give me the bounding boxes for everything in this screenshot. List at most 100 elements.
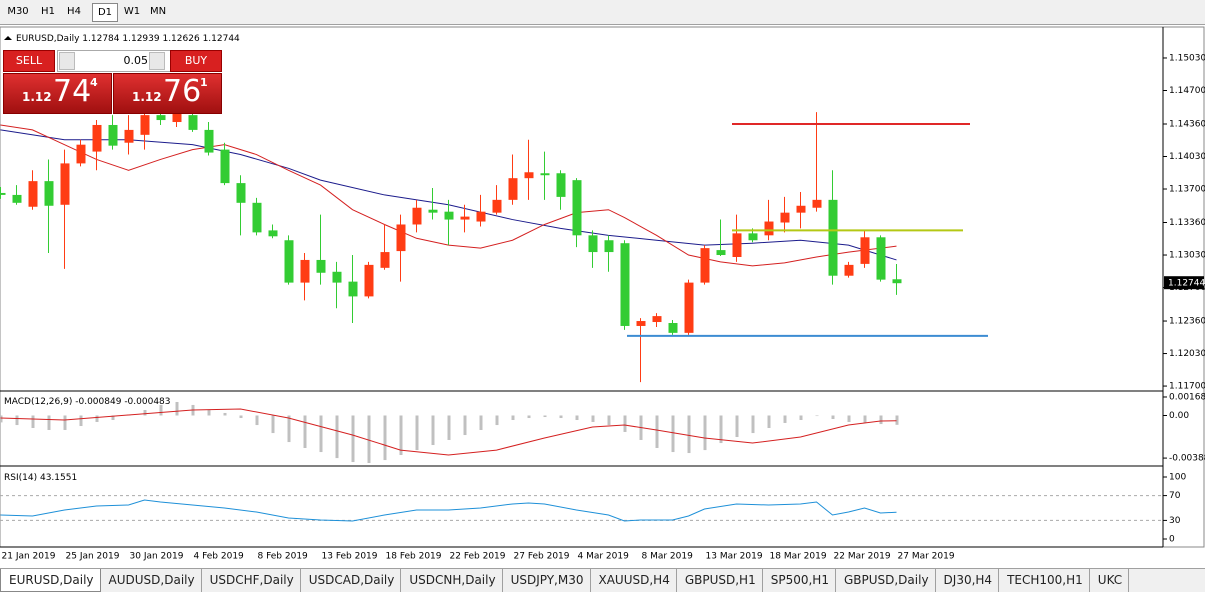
timeframe-button[interactable]: H1 <box>41 6 55 17</box>
y-tick-label: 1.13360 <box>1169 218 1205 228</box>
candle-body <box>460 216 470 220</box>
x-tick-label: 13 Feb 2019 <box>322 552 378 562</box>
candle-body <box>524 172 534 179</box>
timeframe-button[interactable]: D1 <box>92 3 118 22</box>
candle-body <box>140 115 150 135</box>
rsi-line <box>0 499 897 522</box>
macd-bar <box>527 415 531 419</box>
macd-bar <box>575 415 579 420</box>
candle-body <box>700 248 710 283</box>
lot-value: 0.05 <box>123 54 149 67</box>
chart-tab[interactable]: USDJPY,M30 <box>503 569 591 592</box>
macd-bar <box>591 415 595 422</box>
candle-body <box>892 279 902 284</box>
candle-body <box>348 281 358 297</box>
macd-bar <box>79 415 83 427</box>
macd-bar <box>495 415 499 426</box>
y-tick-label: 100 <box>1169 473 1186 483</box>
chart-tab[interactable]: USDCNH,Daily <box>401 569 503 592</box>
y-tick-label: 0.00 <box>1169 411 1189 421</box>
chart-tab[interactable]: SP500,H1 <box>763 569 836 592</box>
x-tick-label: 21 Jan 2019 <box>2 552 56 562</box>
y-tick-label: 1.12030 <box>1169 349 1205 359</box>
collapse-icon[interactable] <box>4 36 12 40</box>
timeframe-button[interactable]: W1 <box>123 6 141 17</box>
candle-body <box>124 129 134 143</box>
chart-tab[interactable]: EURUSD,Daily <box>0 569 101 592</box>
macd-bar <box>207 410 211 416</box>
candle-body <box>12 194 22 203</box>
chart-tab[interactable]: UKC <box>1090 569 1130 592</box>
x-tick-label: 13 Mar 2019 <box>706 552 763 562</box>
macd-bar <box>671 415 675 453</box>
candle-body <box>28 181 38 207</box>
candle-body <box>60 163 70 205</box>
candle-body <box>860 237 870 264</box>
candle-body <box>252 202 262 233</box>
bid-point: 4 <box>90 76 98 89</box>
bid-price[interactable]: 1.12 74 4 <box>3 73 112 114</box>
ask-pips: 76 <box>163 74 202 109</box>
y-tick-label: 30 <box>1169 516 1181 526</box>
macd-bar <box>351 415 355 463</box>
chart-tab[interactable]: AUDUSD,Daily <box>101 569 202 592</box>
macd-bar <box>367 415 371 464</box>
timeframe-button[interactable]: M30 <box>7 6 29 17</box>
macd-title: MACD(12,26,9) -0.000849 -0.000483 <box>4 397 171 407</box>
y-tick-label: 1.15030 <box>1169 53 1205 63</box>
candle-body <box>444 211 454 220</box>
chart-tab[interactable]: TECH100,H1 <box>999 569 1090 592</box>
candle-body <box>572 180 582 236</box>
chart-tab[interactable]: USDCAD,Daily <box>301 569 402 592</box>
candle-body <box>716 250 726 256</box>
y-tick-label: 1.13030 <box>1169 251 1205 261</box>
macd-bar <box>847 415 851 422</box>
macd-bar <box>159 404 163 416</box>
macd-bar <box>687 415 691 454</box>
rsi-title: RSI(14) 43.1551 <box>4 473 77 483</box>
sell-button[interactable]: SELL <box>3 50 55 72</box>
chart-tab[interactable]: USDCHF,Daily <box>202 569 301 592</box>
macd-bar <box>447 415 451 440</box>
ask-big: 1.12 <box>132 90 162 104</box>
x-tick-label: 18 Feb 2019 <box>386 552 442 562</box>
lot-up[interactable] <box>149 52 165 70</box>
chart-tab[interactable]: GBPUSD,H1 <box>677 569 763 592</box>
candle-body <box>556 173 566 197</box>
chart-tab[interactable]: GBPUSD,Daily <box>836 569 936 592</box>
macd-bar <box>511 415 515 420</box>
chart-tab[interactable]: DJ30,H4 <box>936 569 1000 592</box>
macd-bar <box>623 415 627 432</box>
candle-body <box>156 115 166 121</box>
macd-bar <box>47 415 51 430</box>
macd-bar <box>415 415 419 451</box>
macd-bar <box>319 415 323 453</box>
trade-panel: SELL 0.05 BUY 1.12 74 4 1.12 76 1 <box>3 48 222 114</box>
macd-bar <box>431 415 435 446</box>
macd-bar <box>799 415 803 420</box>
ask-price[interactable]: 1.12 76 1 <box>113 73 222 114</box>
candle-body <box>684 282 694 333</box>
macd-bar <box>271 415 275 434</box>
y-tick-label: 70 <box>1169 491 1181 501</box>
lot-input[interactable]: 0.05 <box>57 50 171 72</box>
lot-down[interactable] <box>59 52 75 70</box>
candle-body <box>652 316 662 323</box>
macd-bar <box>863 415 867 423</box>
macd-bar <box>15 415 19 426</box>
chart-tab[interactable]: XAUUSD,H4 <box>591 569 677 592</box>
timeframe-button[interactable]: MN <box>149 6 167 17</box>
candle-body <box>0 192 6 195</box>
x-tick-label: 30 Jan 2019 <box>130 552 184 562</box>
timeframe-button[interactable]: H4 <box>67 6 81 17</box>
candle-body <box>108 124 118 146</box>
macd-bar <box>783 415 787 423</box>
x-tick-label: 22 Feb 2019 <box>450 552 506 562</box>
last-price-box <box>1164 276 1204 290</box>
candle-body <box>332 271 342 283</box>
buy-button[interactable]: BUY <box>170 50 222 72</box>
x-tick-label: 8 Feb 2019 <box>258 552 309 562</box>
x-tick-label: 8 Mar 2019 <box>642 552 694 562</box>
candle-body <box>92 124 102 152</box>
